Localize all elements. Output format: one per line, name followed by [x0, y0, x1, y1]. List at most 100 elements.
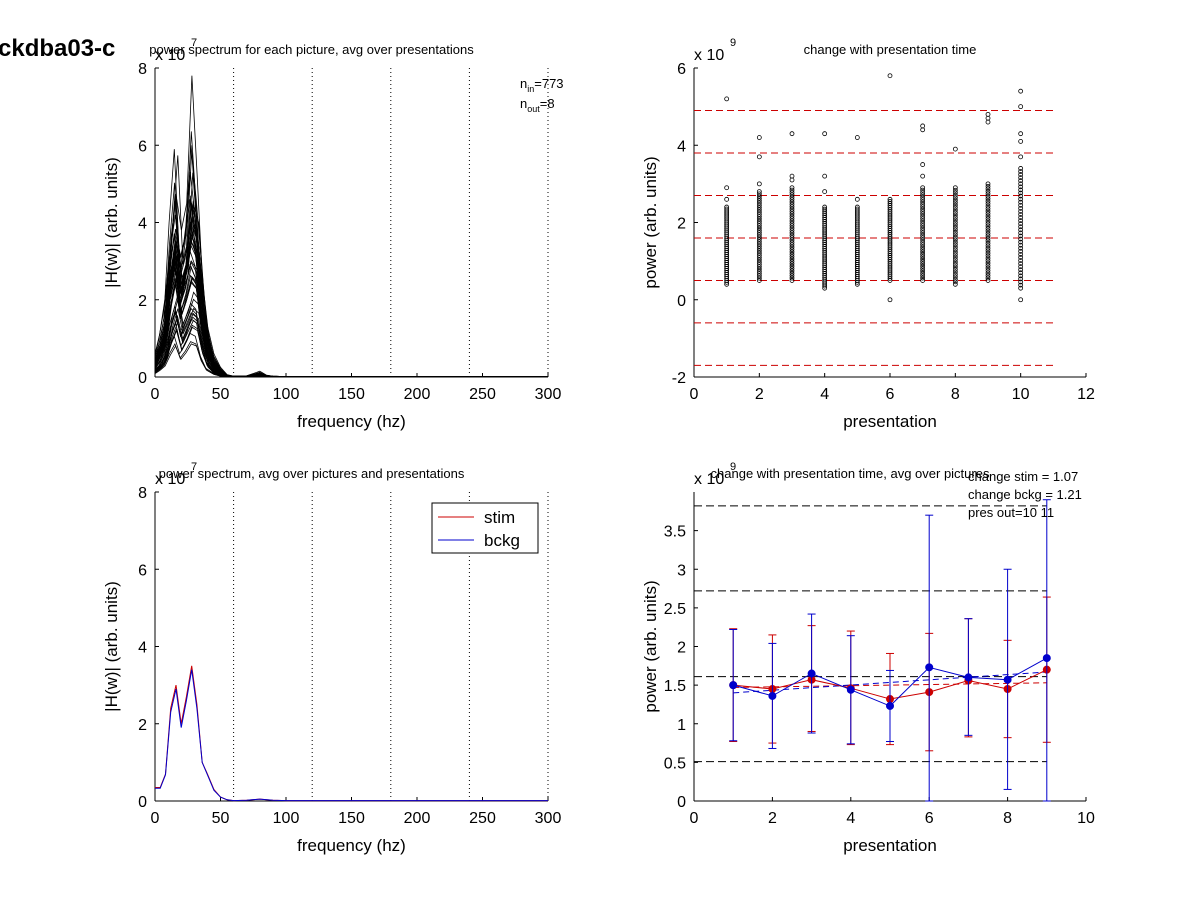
scatter-point: [920, 194, 926, 200]
scatter-point: [1018, 166, 1024, 171]
scatter-point: [952, 234, 958, 240]
scatter-point: [789, 270, 795, 276]
scatter-point-outlier: [887, 73, 893, 79]
scatter-point: [920, 197, 926, 203]
scatter-point: [789, 206, 795, 212]
scatter-point: [854, 206, 860, 212]
legend-box: [431, 502, 539, 554]
scatter-point: [985, 201, 991, 207]
scatter-point: [756, 193, 762, 199]
y-tick-label: 4: [677, 138, 686, 155]
y-tick-label: 0: [138, 794, 147, 811]
scatter-point: [952, 244, 958, 250]
scatter-point: [1018, 224, 1024, 230]
y-axis-label: |H(w)| (arb. units): [102, 581, 121, 712]
scatter-point: [822, 204, 828, 210]
scatter-point: [789, 213, 795, 219]
scatter-point: [756, 255, 762, 261]
series-line-stim: [155, 665, 548, 802]
scatter-point: [920, 263, 926, 269]
scatter-point: [952, 190, 958, 196]
scatter-point: [789, 249, 795, 255]
scatter-point-outlier: [887, 297, 893, 303]
scatter-point: [1018, 242, 1024, 248]
scatter-point: [952, 185, 958, 191]
scatter-point: [985, 265, 991, 271]
panel-title: change with presentation time: [804, 42, 977, 57]
scatter-point: [985, 181, 991, 187]
y-tick-label: 2: [138, 293, 147, 310]
scatter-point: [1018, 264, 1024, 270]
scatter-point: [789, 251, 795, 257]
scatter-point: [920, 220, 926, 226]
y-tick-label: 0: [138, 370, 147, 387]
x-tick-label: 12: [1077, 386, 1095, 403]
scatter-point: [789, 247, 795, 252]
scatter-point: [985, 270, 991, 276]
scatter-point: [789, 268, 795, 274]
scatter-point: [952, 202, 958, 208]
scatter-point: [756, 243, 762, 249]
scatter-point: [985, 211, 991, 216]
spectrum-line: [154, 203, 548, 378]
scatter-point: [1018, 218, 1024, 224]
y-tick-label: 3.5: [664, 524, 686, 541]
scatter-point-outlier: [724, 196, 730, 202]
scatter-point: [952, 281, 958, 287]
scatter-point: [952, 269, 958, 275]
scatter-point: [1018, 172, 1024, 177]
panel-p1: 0 50 100 150 200 250 300 0 2 4 6 8 frequency (hz) |H(…: [102, 37, 564, 431]
scatter-point-outlier: [822, 189, 828, 195]
scatter-point: [920, 192, 926, 198]
legend-label-bckg: bckg: [484, 531, 520, 550]
spectrum-line: [154, 200, 548, 378]
scatter-point: [952, 215, 958, 220]
scatter-point: [756, 209, 762, 215]
scatter-point-outlier: [1018, 297, 1024, 303]
scatter-point: [952, 217, 958, 223]
scatter-point: [756, 200, 762, 206]
scatter-point: [756, 234, 762, 240]
y-tick-label: -2: [672, 370, 686, 387]
scatter-point: [1018, 239, 1024, 245]
scatter-point: [789, 242, 795, 248]
scatter-point: [756, 266, 762, 272]
y-axis-label: power (arb. units): [641, 156, 660, 288]
scatter-point: [985, 218, 991, 224]
scatter-point: [1018, 255, 1024, 260]
scatter-point: [985, 183, 991, 189]
axis-exponent-power: 9: [730, 37, 736, 49]
scatter-point: [985, 186, 991, 192]
scatter-point: [952, 271, 958, 277]
scatter-point: [920, 268, 926, 274]
scatter-point: [789, 254, 795, 260]
scatter-point: [756, 278, 762, 283]
scatter-point: [789, 232, 795, 238]
x-tick-label: 100: [273, 386, 300, 403]
scatter-point-outlier: [854, 196, 860, 202]
scatter-point: [756, 216, 762, 222]
scatter-point: [724, 204, 730, 210]
scatter-point: [756, 239, 762, 245]
n-in-sub: in: [527, 84, 534, 94]
scatter-point: [920, 242, 926, 248]
scatter-point: [1018, 209, 1024, 214]
scatter-point: [920, 190, 926, 195]
x-tick-label: 0: [151, 810, 160, 827]
scatter-point: [952, 205, 958, 210]
scatter-point-outlier: [920, 127, 926, 133]
scatter-point: [920, 225, 926, 231]
scatter-point: [920, 206, 926, 212]
scatter-point: [756, 218, 762, 224]
scatter-point: [1018, 236, 1024, 242]
scatter-point-outlier: [1018, 154, 1024, 160]
scatter-point: [920, 230, 926, 236]
scatter-point: [1018, 175, 1024, 181]
scatter-point-outlier: [822, 131, 828, 137]
scatter-point: [985, 263, 991, 268]
scatter-point: [985, 206, 991, 212]
trend-line: [733, 682, 1047, 688]
scatter-column-3: [789, 131, 795, 283]
panel-title: power spectrum, avg over pictures and pr…: [159, 466, 465, 481]
